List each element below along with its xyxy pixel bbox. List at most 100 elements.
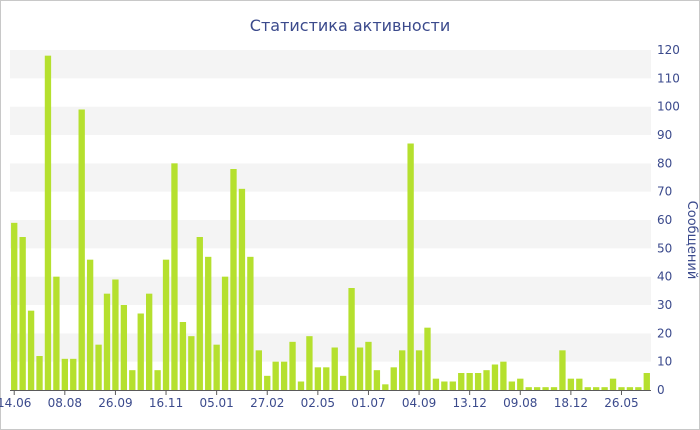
bar[interactable] xyxy=(86,259,94,390)
bar[interactable] xyxy=(213,344,220,390)
y-tick-label: 10 xyxy=(657,355,672,369)
bar[interactable] xyxy=(517,378,524,390)
bar[interactable] xyxy=(609,378,617,390)
bar[interactable] xyxy=(550,387,558,390)
chart-title: Статистика активности xyxy=(249,16,451,35)
x-tick-label: 05.01 xyxy=(199,396,233,410)
bar[interactable] xyxy=(264,375,271,390)
y-tick-label: 30 xyxy=(657,298,672,312)
bar[interactable] xyxy=(525,387,532,390)
bar[interactable] xyxy=(399,350,406,390)
bar[interactable] xyxy=(78,109,85,391)
bar[interactable] xyxy=(491,364,499,391)
bar[interactable] xyxy=(230,169,237,390)
bar[interactable] xyxy=(542,387,549,390)
bar[interactable] xyxy=(129,370,136,390)
bar[interactable] xyxy=(643,373,650,390)
bar[interactable] xyxy=(120,305,128,390)
x-tick-label: 09.08 xyxy=(503,396,537,410)
bar[interactable] xyxy=(533,387,541,390)
x-tick-label: 16.11 xyxy=(149,396,183,410)
bar[interactable] xyxy=(331,347,338,391)
bar[interactable] xyxy=(424,327,431,390)
bar[interactable] xyxy=(466,373,473,390)
bar[interactable] xyxy=(196,237,203,390)
bar[interactable] xyxy=(146,293,153,390)
bar[interactable] xyxy=(432,378,440,390)
y-axis-label: Сообщений xyxy=(684,201,699,280)
x-tick-label: 02.05 xyxy=(301,396,335,410)
x-tick-label: 27.02 xyxy=(250,396,284,410)
bar[interactable] xyxy=(61,358,68,390)
bar[interactable] xyxy=(179,322,187,390)
bar[interactable] xyxy=(112,279,119,391)
bar[interactable] xyxy=(584,387,591,390)
bar[interactable] xyxy=(314,367,322,390)
bar[interactable] xyxy=(297,381,305,391)
bar[interactable] xyxy=(356,347,364,391)
x-tick-label: 14.06 xyxy=(0,396,31,410)
bar[interactable] xyxy=(162,259,170,390)
bar[interactable] xyxy=(382,384,389,390)
bar[interactable] xyxy=(323,367,330,390)
bar[interactable] xyxy=(154,370,161,390)
bar[interactable] xyxy=(635,387,642,390)
bar[interactable] xyxy=(289,341,296,390)
bar[interactable] xyxy=(44,55,52,391)
x-tick-label: 01.07 xyxy=(351,396,385,410)
bar[interactable] xyxy=(508,381,515,391)
bar[interactable] xyxy=(137,313,144,391)
bar[interactable] xyxy=(474,373,482,390)
grid-band xyxy=(10,78,651,107)
bar[interactable] xyxy=(171,163,178,390)
grid-band xyxy=(10,248,651,277)
bar[interactable] xyxy=(441,381,448,391)
bar[interactable] xyxy=(221,276,229,390)
bar[interactable] xyxy=(247,256,254,390)
bar[interactable] xyxy=(27,310,35,390)
y-tick-label: 0 xyxy=(657,383,665,397)
bar[interactable] xyxy=(483,370,490,390)
bar[interactable] xyxy=(500,361,507,390)
bar[interactable] xyxy=(601,387,608,390)
y-tick-label: 60 xyxy=(657,213,672,227)
bar[interactable] xyxy=(95,344,102,390)
bar[interactable] xyxy=(53,276,60,390)
bar[interactable] xyxy=(280,361,288,390)
bar[interactable] xyxy=(19,237,26,390)
bar[interactable] xyxy=(306,336,313,390)
grid-band xyxy=(10,135,651,164)
x-tick-label: 13.12 xyxy=(452,396,486,410)
bar[interactable] xyxy=(458,373,465,390)
bar[interactable] xyxy=(373,370,381,390)
bar[interactable] xyxy=(559,350,566,390)
bar[interactable] xyxy=(365,341,372,390)
bar[interactable] xyxy=(11,222,18,390)
grid-band xyxy=(10,106,651,135)
bar[interactable] xyxy=(449,381,456,391)
bar[interactable] xyxy=(593,387,600,390)
bar[interactable] xyxy=(626,387,634,390)
bar[interactable] xyxy=(348,288,355,390)
bar[interactable] xyxy=(103,293,111,390)
bar[interactable] xyxy=(188,336,195,390)
bar[interactable] xyxy=(576,378,583,390)
bar[interactable] xyxy=(390,367,397,390)
x-tick-label: 08.08 xyxy=(48,396,82,410)
bar[interactable] xyxy=(238,188,246,390)
bar[interactable] xyxy=(255,350,262,390)
grid-band xyxy=(10,220,651,249)
bar[interactable] xyxy=(567,378,575,390)
y-tick-label: 50 xyxy=(657,241,672,255)
bar[interactable] xyxy=(36,356,43,390)
y-tick-labels: 0 10 20 30 40 50 60 70 80 90 100 110 120 xyxy=(657,43,680,397)
y-tick-label: 80 xyxy=(657,156,672,170)
y-tick-label: 40 xyxy=(657,270,672,284)
bar[interactable] xyxy=(415,350,423,390)
bar[interactable] xyxy=(618,387,625,390)
bar[interactable] xyxy=(70,358,77,390)
bar[interactable] xyxy=(407,143,414,391)
bar[interactable] xyxy=(272,361,279,390)
bar[interactable] xyxy=(205,256,212,390)
bar[interactable] xyxy=(339,375,347,390)
